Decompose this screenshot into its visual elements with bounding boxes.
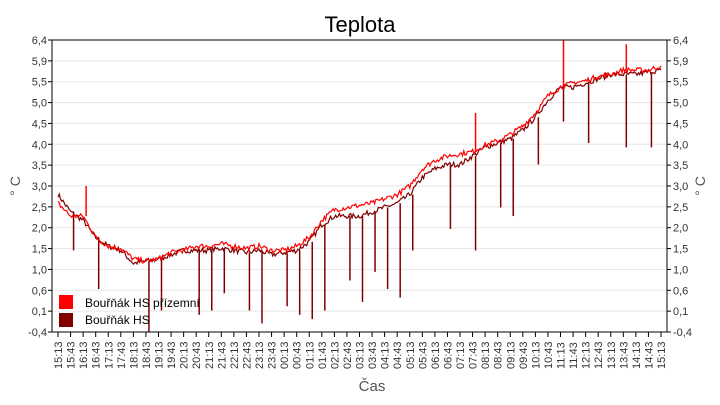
x-tick-label: 19:13 xyxy=(154,341,166,369)
x-tick-label: 23:43 xyxy=(267,341,279,369)
y-tick-label-right: 3,5 xyxy=(673,160,688,172)
legend-swatch-1 xyxy=(59,313,73,327)
y-tick-label: -0,4 xyxy=(28,327,47,339)
y-tick-label: 1,5 xyxy=(32,244,47,256)
y-tick-label-right: 0,6 xyxy=(673,285,688,297)
x-tick-label: 08:13 xyxy=(480,341,492,369)
x-tick-label: 05:13 xyxy=(405,341,417,369)
x-tick-label: 09:43 xyxy=(518,341,530,369)
x-tick-label: 18:43 xyxy=(141,341,153,369)
x-tick-label: 07:13 xyxy=(455,341,467,369)
x-tick-label: 00:43 xyxy=(292,341,304,369)
x-tick-label: 04:43 xyxy=(392,341,404,369)
y-tick-label: 0,1 xyxy=(32,306,47,318)
y-tick-label: 4,5 xyxy=(32,118,47,130)
x-tick-label: 05:43 xyxy=(417,341,429,369)
y-axis-label-left: ° C xyxy=(7,176,23,196)
x-tick-label: 14:13 xyxy=(631,341,643,369)
y-tick-label-right: 3,0 xyxy=(673,181,688,193)
x-tick-label: 20:13 xyxy=(179,341,191,369)
x-tick-label: 15:43 xyxy=(66,341,78,369)
x-tick-label: 01:43 xyxy=(317,341,329,369)
x-tick-label: 08:43 xyxy=(493,341,505,369)
legend-label-0: Bouřňák HS přízemní xyxy=(85,296,200,310)
y-tick-label: 2,5 xyxy=(32,202,47,214)
y-tick-label: 2,0 xyxy=(32,223,47,235)
y-tick-label: 5,5 xyxy=(32,77,47,89)
series-line xyxy=(57,65,662,264)
legend: Bouřňák HS přízemní Bouřňák HS xyxy=(59,295,200,327)
x-tick-label: 06:13 xyxy=(430,341,442,369)
x-tick-label: 17:43 xyxy=(116,341,128,369)
legend-label-1: Bouřňák HS xyxy=(85,313,150,327)
y-tick-label-right: 1,5 xyxy=(673,244,688,256)
x-tick-label: 23:13 xyxy=(254,341,266,369)
series-line xyxy=(57,67,662,266)
y-axis-label-right: ° C xyxy=(692,176,708,196)
x-tick-label: 01:13 xyxy=(304,341,316,369)
x-tick-label: 03:13 xyxy=(355,341,367,369)
y-tick-label: 0,6 xyxy=(32,285,47,297)
x-tick-label: 18:13 xyxy=(128,341,140,369)
legend-swatch-0 xyxy=(59,295,73,309)
y-tick-label-right: 1,0 xyxy=(673,264,688,276)
y-tick-label-right: 5,5 xyxy=(673,77,688,89)
y-tick-label-right: 2,0 xyxy=(673,223,688,235)
x-tick-label: 02:13 xyxy=(329,341,341,369)
y-tick-label: 1,0 xyxy=(32,264,47,276)
x-axis-label: Čas xyxy=(359,378,386,395)
x-tick-label: 04:13 xyxy=(380,341,392,369)
x-tick-label: 20:43 xyxy=(191,341,203,369)
x-tick-label: 17:13 xyxy=(103,341,115,369)
x-tick-label: 14:43 xyxy=(643,341,655,369)
y-tick-label: 5,9 xyxy=(32,56,47,68)
y-tick-label-right: 5,0 xyxy=(673,98,688,110)
y-tick-label-right: -0,4 xyxy=(673,327,692,339)
x-tick-label: 12:43 xyxy=(593,341,605,369)
y-tick-label-right: 5,9 xyxy=(673,56,688,68)
x-tick-label: 00:13 xyxy=(279,341,291,369)
y-tick-label-right: 4,5 xyxy=(673,118,688,130)
y-tick-label-right: 0,1 xyxy=(673,306,688,318)
x-tick-label: 11:43 xyxy=(568,342,580,369)
x-tick-label: 12:13 xyxy=(581,341,593,369)
x-tick-label: 22:43 xyxy=(241,341,253,369)
y-tick-label: 3,0 xyxy=(32,181,47,193)
x-tick-label: 11:13 xyxy=(556,342,568,369)
y-tick-label-right: 2,5 xyxy=(673,202,688,214)
x-tick-label: 03:43 xyxy=(367,341,379,369)
x-tick-label: 15:13 xyxy=(53,341,65,369)
y-tick-label: 5,0 xyxy=(32,98,47,110)
x-tick-label: 22:13 xyxy=(229,341,241,369)
x-tick-label: 13:13 xyxy=(606,341,618,369)
y-tick-label: 6,4 xyxy=(32,35,47,47)
x-tick-label: 06:43 xyxy=(442,341,454,369)
x-tick-label: 21:13 xyxy=(204,341,216,369)
x-tick-label: 21:43 xyxy=(216,341,228,369)
x-tick-label: 09:13 xyxy=(505,341,517,369)
x-tick-label: 07:43 xyxy=(468,341,480,369)
x-tick-label: 16:13 xyxy=(78,341,90,369)
x-tick-label: 16:43 xyxy=(91,341,103,369)
y-tick-label-right: 4,0 xyxy=(673,139,688,151)
chart-title: Teplota xyxy=(325,12,397,37)
y-tick-label: 4,0 xyxy=(32,139,47,151)
y-tick-label: 3,5 xyxy=(32,160,47,172)
x-tick-label: 10:13 xyxy=(530,341,542,369)
y-tick-label-right: 6,4 xyxy=(673,35,688,47)
x-tick-label: 15:13 xyxy=(656,341,668,369)
x-tick-label: 19:43 xyxy=(166,341,178,369)
x-tick-label: 13:43 xyxy=(618,341,630,369)
x-tick-label: 10:43 xyxy=(543,341,555,369)
x-tick-label: 02:43 xyxy=(342,341,354,369)
